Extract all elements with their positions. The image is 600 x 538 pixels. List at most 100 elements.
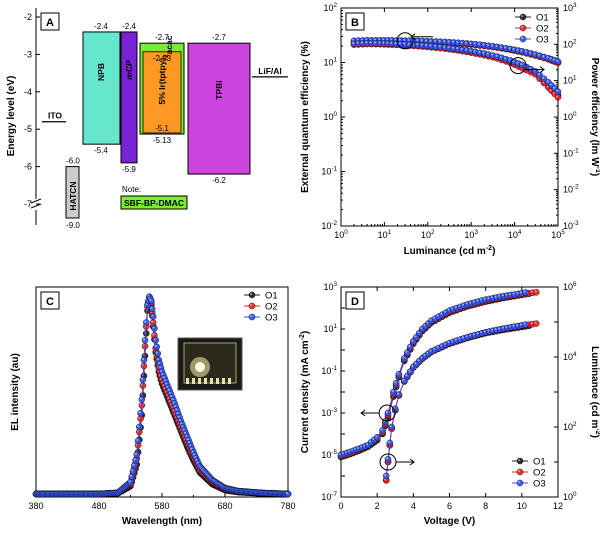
legend-marker-O2-highlight	[518, 470, 521, 473]
series_eqe-point-O3-highlight	[469, 41, 472, 44]
luminance-point-O3-highlight	[447, 341, 450, 344]
y2-tick-label: 100	[563, 491, 577, 502]
spectrum-point-O3-highlight	[173, 405, 176, 407]
luminance-point-O3-highlight	[411, 365, 414, 368]
luminance-point-O3-highlight	[408, 369, 411, 372]
legend-marker-O1	[519, 13, 527, 21]
current-density-point-O3-highlight	[465, 302, 468, 305]
luminance-point-O3-highlight	[440, 344, 443, 347]
current-density-point-O3-highlight	[433, 316, 436, 319]
series_eqe-point-O3-highlight	[424, 39, 427, 42]
spectrum-point-O3	[153, 343, 161, 351]
photo-contact-pad	[198, 378, 201, 384]
hatcn-name: HATCN	[68, 181, 78, 210]
legend-text-O2: O2	[265, 302, 278, 313]
luminance-point-O3-highlight	[389, 425, 392, 428]
spectrum-point-O3-highlight	[177, 415, 180, 418]
tpbi-name: TPBi	[214, 80, 224, 99]
spectrum-line-O3	[36, 295, 289, 495]
panel-label-box	[345, 12, 365, 31]
spectrum-point-O3-highlight	[154, 344, 157, 347]
photo-contact-pad	[216, 378, 219, 384]
current-density-point-O3-highlight	[417, 331, 420, 334]
series_eqe-point-O3-highlight	[420, 39, 423, 42]
legend-marker-O1	[516, 457, 524, 465]
series_pe-point-O3-highlight	[495, 54, 498, 57]
series_eqe-point-O3-highlight	[456, 40, 459, 43]
series_pe-point-O3-highlight	[464, 48, 467, 51]
spectrum-point-O3-highlight	[170, 395, 173, 398]
luminance-point-O3-highlight	[519, 323, 522, 326]
panel-b: 100 101 102 103 104 105 10-2 10-1 100 101 102 10-3 1…	[300, 2, 600, 257]
spectrum-point-O3-highlight	[158, 362, 160, 365]
luminance-point-O3-highlight	[414, 362, 417, 365]
series_eqe-point-O3-highlight	[390, 38, 393, 41]
x-tick-label: 6	[447, 501, 452, 511]
current-density-point-O2-highlight	[534, 290, 537, 293]
spectrum-point-O3-highlight	[165, 382, 168, 385]
legend-marker-O2	[248, 302, 256, 310]
pe-annotation-circle	[509, 57, 527, 75]
series_eqe-point-O3-highlight	[451, 40, 454, 43]
sbf-lumo-label: -2.7	[155, 33, 169, 42]
series_pe-point-O3-highlight	[556, 89, 559, 92]
spectrum-point-O3-highlight	[175, 408, 178, 411]
y-tick-label: -6	[24, 162, 32, 172]
luminance-point-O3-highlight	[387, 441, 390, 444]
y-tick-label: -4	[24, 87, 32, 97]
photo-glow-core	[195, 362, 205, 372]
series_eqe-point-O3-highlight	[398, 38, 401, 41]
spectrum-point-O3	[284, 490, 292, 498]
spectrum-point-O3	[127, 478, 134, 486]
current-density-point-O3-highlight	[405, 350, 408, 353]
series_eqe-point-O3-highlight	[447, 40, 450, 43]
series_pe-point-O3-highlight	[473, 50, 476, 53]
spectrum-point-O3	[136, 423, 143, 431]
series_pe-point-O2-highlight	[546, 85, 549, 88]
current-density-point-O3	[373, 433, 381, 441]
current-density-point-O3-highlight	[363, 444, 366, 447]
legend-marker-O1-highlight	[250, 293, 253, 296]
series_eqe-point-O3-highlight	[429, 39, 432, 42]
series_eqe-point-O3-highlight	[499, 45, 502, 48]
spectrum-point-O3-highlight	[180, 422, 183, 425]
panel-label-box	[40, 12, 60, 31]
x-tick-label: 4	[411, 501, 416, 511]
luminance-point-O3-highlight	[505, 326, 508, 329]
legend-text-O3: O3	[265, 313, 278, 324]
current-density-point-O3-highlight	[436, 314, 439, 317]
spectrum-point-O3-highlight	[161, 373, 164, 376]
y-tick-label: 103	[323, 281, 337, 292]
current-density-point-O3-highlight	[360, 445, 363, 448]
series_eqe-point-O3-highlight	[486, 43, 489, 46]
current-density-point-O3-highlight	[408, 345, 411, 348]
x-axis-title: Luminance (cd m-2)	[404, 245, 496, 257]
x-tick-label: 102	[421, 229, 435, 240]
series_pe-point-O3-highlight	[516, 61, 519, 64]
current-density-point-O3	[392, 379, 400, 387]
dopant-lumo-label: -2.93	[153, 54, 172, 63]
spectrum-point-O3-highlight	[139, 397, 142, 400]
legend-marker-O1	[248, 291, 256, 299]
series_pe-point-O2-highlight	[549, 88, 552, 91]
spectrum-point-O3-highlight	[168, 391, 171, 394]
pe-annotation-arrowhead	[539, 66, 545, 73]
luminance-point-O3-highlight	[523, 322, 526, 325]
y-tick-label: 100	[323, 111, 337, 122]
spectrum-point-O3-highlight	[149, 298, 152, 301]
spectrum-point-O3	[139, 376, 147, 383]
current-density-point-O3-highlight	[394, 381, 397, 384]
x-axis-title: Wavelength (nm)	[122, 516, 202, 527]
ito-label: ITO	[48, 111, 62, 121]
y-tick-label: 101	[323, 323, 337, 334]
y-tick-label: -5	[24, 124, 32, 134]
spectrum-point-O3-highlight	[159, 365, 162, 368]
current-density-point-O3	[395, 370, 403, 378]
mcp-homo-label: -5.9	[122, 165, 136, 174]
series_eqe-point-O3-highlight	[373, 38, 376, 41]
current-density-point-O3-highlight	[414, 335, 417, 338]
luminance-point-O3-highlight	[420, 356, 423, 359]
luminance-point-O3-highlight	[483, 330, 486, 333]
current-density-point-O3-highlight	[509, 293, 512, 296]
legend-marker-O2-highlight	[521, 26, 524, 29]
